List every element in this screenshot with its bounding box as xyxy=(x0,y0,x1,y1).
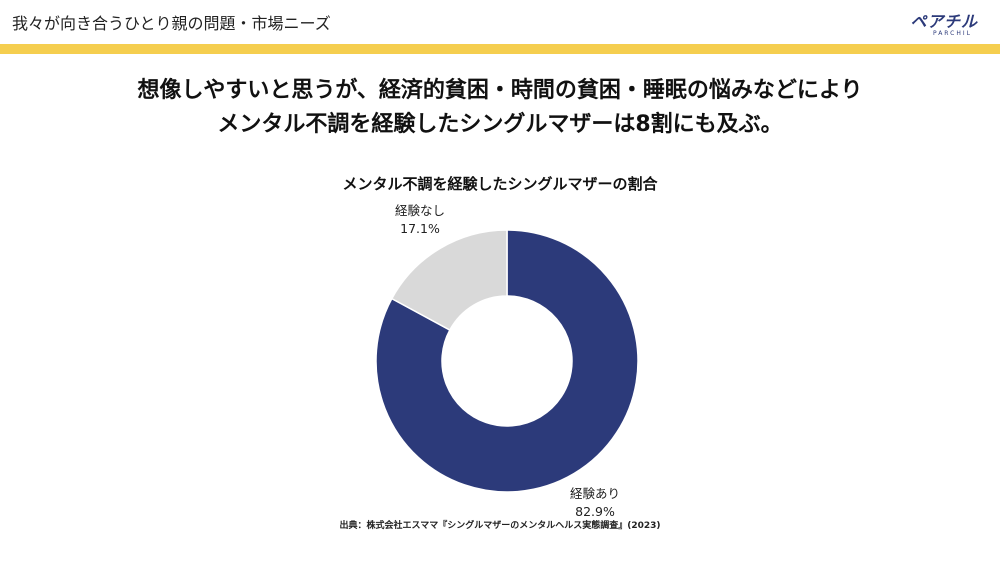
brand-logo: ペアチル PARCHIL xyxy=(888,8,978,40)
slice-label-experienced-value: 82.9% xyxy=(575,504,615,519)
slice-experienced xyxy=(375,229,639,493)
headline-line-2: メンタル不調を経験したシングルマザーは8割にも及ぶ。 xyxy=(217,112,783,137)
slice-label-experienced: 経験あり 82.9% xyxy=(545,485,645,521)
page-section-title: 我々が向き合うひとり親の問題・市場ニーズ xyxy=(12,14,331,33)
slice-label-not-experienced: 経験なし 17.1% xyxy=(370,202,470,238)
brand-logo-subtext: PARCHIL xyxy=(932,30,972,37)
chart-title: メンタル不調を経験したシングルマザーの割合 xyxy=(342,175,658,193)
slice-label-not-experienced-value: 17.1% xyxy=(400,221,440,236)
slice-not-experienced xyxy=(390,229,508,332)
slice-label-experienced-name: 経験あり xyxy=(569,486,620,501)
accent-band xyxy=(0,44,1000,54)
brand-logo-text: ペアチル xyxy=(910,12,978,31)
source-citation: 出典：株式会社エスママ『シングルマザーのメンタルヘルス実態調査』(2023) xyxy=(339,521,661,531)
slice-label-not-experienced-name: 経験なし xyxy=(394,203,445,218)
header-bar: 我々が向き合うひとり親の問題・市場ニーズ ペアチル PARCHIL xyxy=(0,0,1000,44)
headline: 想像しやすいと思うが、経済的貧困・時間の貧困・睡眠の悩みなどにより メンタル不調… xyxy=(0,74,1000,142)
headline-line-1: 想像しやすいと思うが、経済的貧困・時間の貧困・睡眠の悩みなどにより xyxy=(137,78,863,103)
